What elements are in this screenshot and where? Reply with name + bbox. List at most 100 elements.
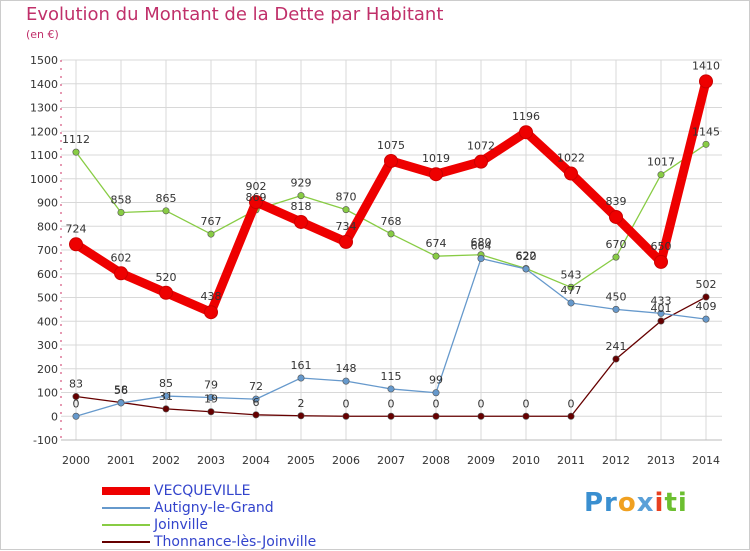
y-tick-label: 800 xyxy=(37,220,58,233)
legend-label: Thonnance-lès-Joinville xyxy=(154,534,317,550)
data-label: 438 xyxy=(201,290,222,303)
data-label: 674 xyxy=(426,237,447,250)
series-point xyxy=(72,393,80,401)
data-label: 19 xyxy=(204,393,218,406)
x-tick-label: 2009 xyxy=(467,454,495,467)
data-label: 0 xyxy=(73,397,80,410)
series-point xyxy=(297,192,305,200)
data-label: 670 xyxy=(606,238,627,251)
series-point xyxy=(72,148,80,156)
series-point xyxy=(429,167,443,182)
series-point xyxy=(474,154,488,169)
y-tick-label: 500 xyxy=(37,292,58,305)
legend-label: Joinville xyxy=(154,517,209,533)
legend-swatch xyxy=(102,524,150,526)
data-label: 1196 xyxy=(512,110,540,123)
chart-subtitle: (en €) xyxy=(26,28,59,41)
x-tick-label: 2008 xyxy=(422,454,450,467)
data-label: 502 xyxy=(696,278,717,291)
data-label: 58 xyxy=(114,383,128,396)
series-point xyxy=(612,253,620,261)
data-label: 865 xyxy=(156,192,177,205)
data-label: 902 xyxy=(246,180,267,193)
series-point xyxy=(387,412,395,420)
x-tick-label: 2014 xyxy=(692,454,720,467)
data-label: 72 xyxy=(249,380,263,393)
series-point xyxy=(342,377,350,385)
series-point xyxy=(432,389,440,397)
data-label: 0 xyxy=(433,397,440,410)
data-label: 241 xyxy=(606,340,627,353)
data-label: 767 xyxy=(201,215,222,228)
x-tick-label: 2012 xyxy=(602,454,630,467)
series-point xyxy=(522,265,530,273)
data-label: 650 xyxy=(651,240,672,253)
x-tick-label: 2010 xyxy=(512,454,540,467)
data-label: 79 xyxy=(204,378,218,391)
series-point xyxy=(117,208,125,216)
y-tick-label: 300 xyxy=(37,339,58,352)
data-label: 724 xyxy=(66,222,87,235)
y-tick-label: 600 xyxy=(37,268,58,281)
data-label: 620 xyxy=(516,250,537,263)
data-label: 85 xyxy=(159,377,173,390)
y-tick-label: 1400 xyxy=(30,78,58,91)
legend-label: Autigny-le-Grand xyxy=(154,500,274,516)
series-point xyxy=(114,266,128,281)
series-point xyxy=(657,317,665,325)
series-point xyxy=(477,412,485,420)
data-label: 1145 xyxy=(692,125,720,138)
x-tick-label: 2003 xyxy=(197,454,225,467)
data-label: 768 xyxy=(381,215,402,228)
data-label: 401 xyxy=(651,302,672,315)
series-point xyxy=(432,252,440,260)
series-point xyxy=(207,393,215,401)
y-tick-label: 0 xyxy=(51,410,58,423)
series-point xyxy=(387,385,395,393)
series-point xyxy=(69,237,83,252)
data-label: 0 xyxy=(478,397,485,410)
y-tick-label: 900 xyxy=(37,197,58,210)
series-point xyxy=(249,195,263,210)
series-point xyxy=(432,412,440,420)
series-point xyxy=(159,285,173,300)
data-label: 818 xyxy=(291,200,312,213)
data-label: 734 xyxy=(336,220,357,233)
data-label: 409 xyxy=(696,300,717,313)
data-label: 1112 xyxy=(62,133,90,146)
legend-swatch xyxy=(102,541,150,543)
data-label: 56 xyxy=(114,384,128,397)
series-point xyxy=(162,207,170,215)
data-label: 6 xyxy=(253,396,260,409)
y-tick-label: 700 xyxy=(37,244,58,257)
x-tick-label: 2001 xyxy=(107,454,135,467)
series-point xyxy=(294,214,308,229)
series-point xyxy=(342,412,350,420)
data-label: 1019 xyxy=(422,152,450,165)
x-tick-label: 2011 xyxy=(557,454,585,467)
data-label: 83 xyxy=(69,378,83,391)
data-label: 869 xyxy=(246,191,267,204)
data-label: 680 xyxy=(471,236,492,249)
chart-title: Evolution du Montant de la Dette par Hab… xyxy=(26,4,444,25)
series-point xyxy=(72,412,80,420)
x-tick-label: 2000 xyxy=(62,454,90,467)
y-tick-label: 1200 xyxy=(30,125,58,138)
x-tick-label: 2002 xyxy=(152,454,180,467)
series-point xyxy=(477,255,485,263)
data-label: 929 xyxy=(291,177,312,190)
series-point xyxy=(207,408,215,416)
data-label: 148 xyxy=(336,362,357,375)
series-point xyxy=(702,293,710,301)
series-point xyxy=(204,305,218,320)
data-label: 450 xyxy=(606,290,627,303)
data-label: 1017 xyxy=(647,156,675,169)
data-label: 477 xyxy=(561,284,582,297)
series-point xyxy=(567,299,575,307)
data-label: 2 xyxy=(298,397,305,410)
data-label: 839 xyxy=(606,195,627,208)
data-label: 0 xyxy=(523,397,530,410)
series-point xyxy=(339,234,353,249)
series-point xyxy=(342,206,350,214)
data-label: 520 xyxy=(156,271,177,284)
